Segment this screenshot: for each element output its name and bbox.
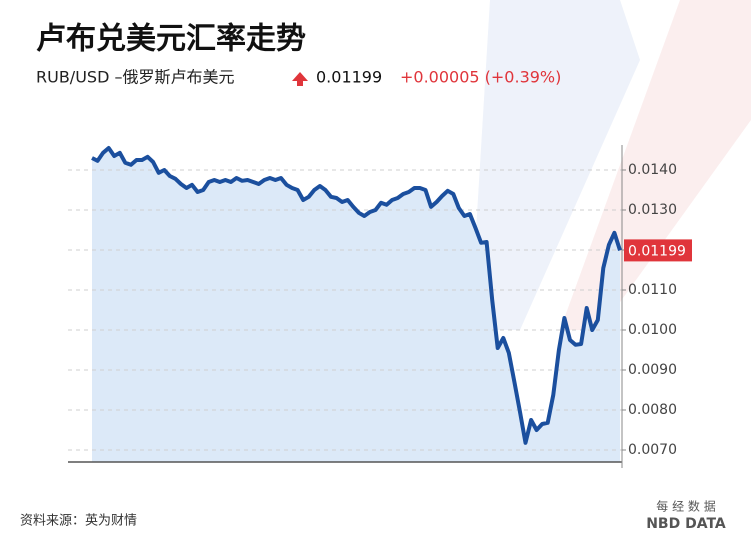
chart-title: 卢布兑美元汇率走势 bbox=[36, 22, 306, 57]
up-arrow bbox=[292, 72, 308, 86]
current-label: 0.01199 bbox=[628, 243, 686, 259]
y-tick-label: 0.0100 bbox=[628, 322, 677, 338]
y-tick-label: 0.0090 bbox=[628, 362, 677, 378]
change: +0.00005 (+0.39%) bbox=[400, 68, 561, 87]
y-tick-label: 0.0110 bbox=[628, 282, 677, 298]
y-tick-label: 0.0070 bbox=[628, 442, 677, 458]
y-tick-label: 0.0080 bbox=[628, 402, 677, 418]
brand-en: NBD DATA bbox=[646, 516, 726, 532]
source: 资料来源：英为财情 bbox=[20, 514, 137, 529]
current-value: 0.01199 bbox=[316, 68, 382, 87]
line bbox=[91, 146, 622, 445]
current-marker bbox=[624, 239, 692, 262]
y-tick-label: 0.0130 bbox=[628, 202, 677, 218]
subtitle: RUB/USD –俄罗斯卢布美元 bbox=[36, 68, 234, 87]
decor bbox=[470, 0, 640, 330]
brand-cn: 每 经 数 据 bbox=[656, 499, 715, 514]
y-tick-label: 0.0140 bbox=[628, 162, 677, 178]
area bbox=[92, 148, 620, 462]
